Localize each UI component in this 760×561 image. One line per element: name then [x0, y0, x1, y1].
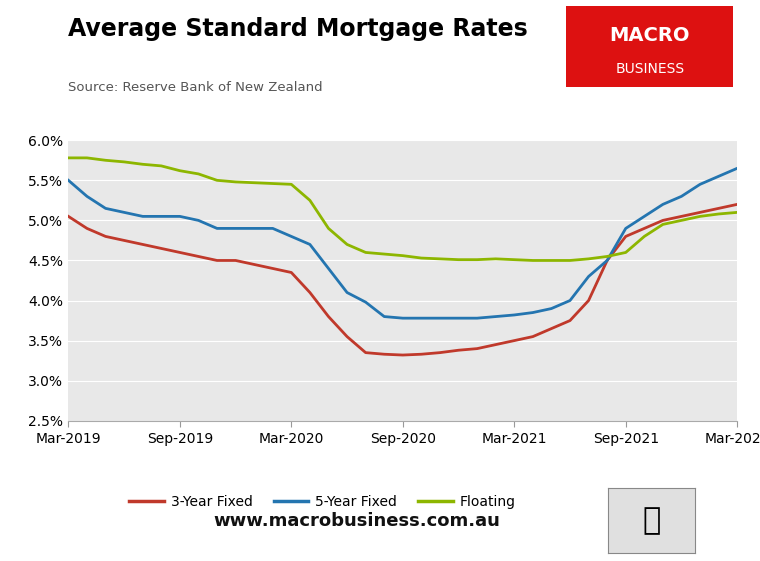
Text: 🦊: 🦊 [642, 506, 661, 535]
Text: Average Standard Mortgage Rates: Average Standard Mortgage Rates [68, 17, 528, 41]
Text: MACRO: MACRO [610, 26, 690, 45]
Legend: 3-Year Fixed, 5-Year Fixed, Floating: 3-Year Fixed, 5-Year Fixed, Floating [124, 489, 521, 514]
Text: BUSINESS: BUSINESS [616, 62, 684, 76]
Text: Source: Reserve Bank of New Zealand: Source: Reserve Bank of New Zealand [68, 81, 323, 94]
Text: www.macrobusiness.com.au: www.macrobusiness.com.au [214, 512, 501, 530]
